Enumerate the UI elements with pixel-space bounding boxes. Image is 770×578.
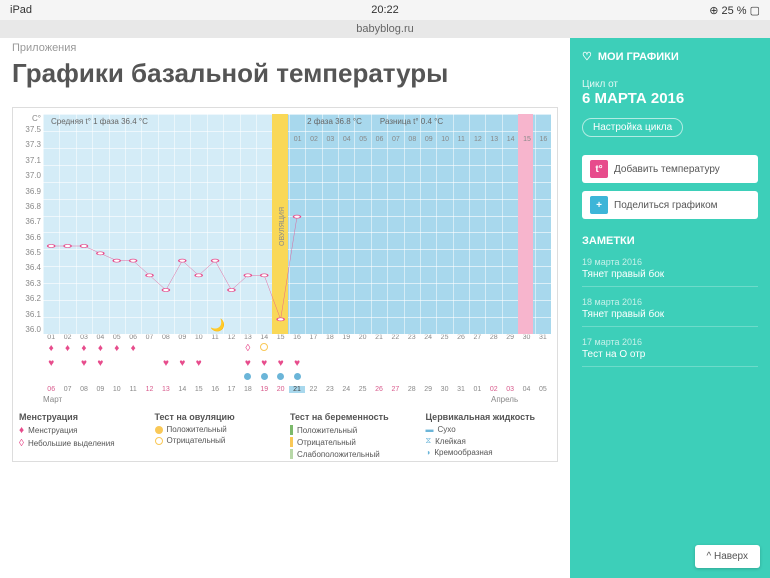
- url-bar: babyblog.ru: [0, 20, 770, 38]
- add-temperature-button[interactable]: t° Добавить температуру: [582, 155, 758, 183]
- x-axis: 0102030405060708091011121314151617181920…: [43, 334, 551, 341]
- share-chart-button[interactable]: + Поделиться графиком: [582, 191, 758, 219]
- scroll-top-button[interactable]: ^ Наверх: [695, 545, 760, 568]
- status-time: 20:22: [371, 4, 399, 16]
- plus-icon: +: [590, 196, 608, 214]
- cycle-settings-button[interactable]: Настройка цикла: [582, 118, 683, 137]
- note-item[interactable]: 17 марта 2016Тест на О отр: [582, 337, 758, 367]
- chart-plot[interactable]: Средняя t° 1 фаза 36.4 °C 2 фаза 36.8 °C…: [43, 114, 551, 334]
- calendar-row: 0607080910111213141516171819202122232425…: [43, 383, 551, 395]
- note-item[interactable]: 19 марта 2016Тянет правый бок: [582, 257, 758, 287]
- chart-area: C° 37.537.337.137.036.936.836.736.636.53…: [12, 107, 558, 462]
- sidebar: ♡МОИ ГРАФИКИ Цикл от 6 МАРТА 2016 Настро…: [570, 38, 770, 578]
- device-label: iPad: [10, 4, 32, 16]
- cycle-date: 6 МАРТА 2016: [582, 90, 758, 107]
- legend: Менструация ♦Менструация ◊Небольшие выде…: [19, 412, 551, 461]
- battery-label: ⊕ 25 % ▢: [709, 4, 760, 17]
- sidebar-title: ♡МОИ ГРАФИКИ: [582, 50, 758, 63]
- temperature-line: [43, 114, 551, 334]
- note-item[interactable]: 18 марта 2016Тянет правый бок: [582, 297, 758, 327]
- breadcrumb[interactable]: Приложения: [12, 42, 558, 54]
- main-content: Приложения Графики базальной температуры…: [0, 38, 570, 578]
- cycle-label: Цикл от: [582, 79, 758, 90]
- blue-dot-markers: [43, 369, 551, 383]
- status-bar: iPad 20:22 ⊕ 25 % ▢: [0, 0, 770, 20]
- notes-title: ЗАМЕТКИ: [582, 235, 758, 247]
- thermometer-icon: t°: [590, 160, 608, 178]
- y-axis: C° 37.537.337.137.036.936.836.736.636.53…: [19, 114, 43, 334]
- heart-icon: ♡: [582, 50, 592, 63]
- page-title: Графики базальной температуры: [12, 58, 558, 89]
- month-row: Март Апрель: [43, 395, 551, 404]
